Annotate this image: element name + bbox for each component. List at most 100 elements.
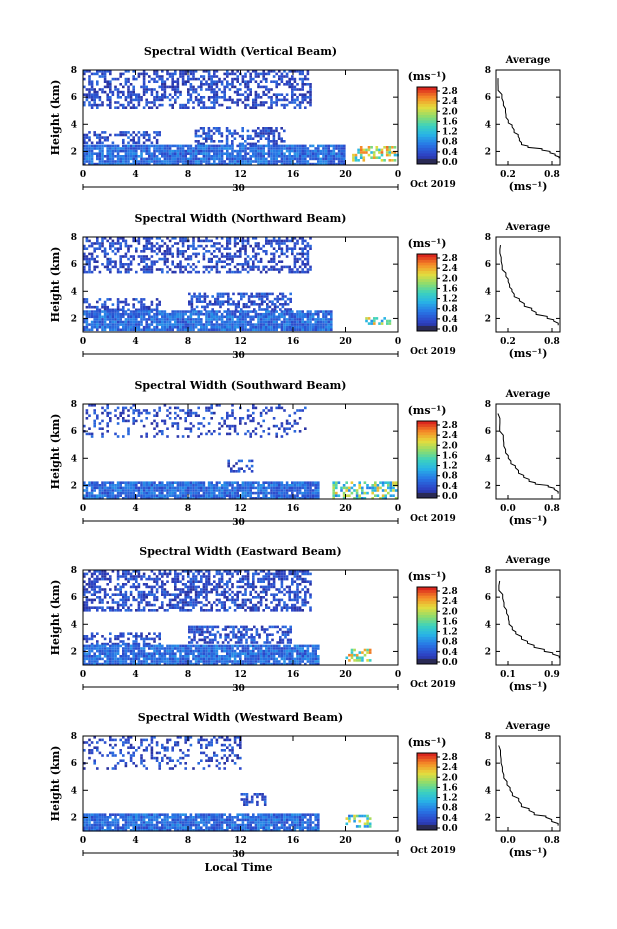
heatmap-cell <box>205 250 208 253</box>
heatmap-cell <box>223 606 226 609</box>
heatmap-cell <box>381 497 385 500</box>
heatmap-cell <box>103 252 107 256</box>
heatmap-cell <box>314 494 317 497</box>
heatmap-cell <box>252 77 255 81</box>
heatmap-cell <box>210 268 213 271</box>
heatmap-cell <box>262 75 265 78</box>
heatmap-cell <box>262 325 265 329</box>
heatmap-cell <box>296 318 299 321</box>
heatmap-cell <box>233 242 237 245</box>
heatmap-cell <box>111 242 115 245</box>
heatmap-cell <box>219 300 222 303</box>
heatmap-cell <box>103 136 107 139</box>
heatmap-cell <box>137 494 141 497</box>
heatmap-cell <box>234 303 238 306</box>
heatmap-cell <box>192 152 195 155</box>
heatmap-cell <box>233 323 237 326</box>
heatmap-cell <box>289 300 292 303</box>
heatmap-cell <box>166 162 169 166</box>
heatmap-cell <box>335 144 338 148</box>
heatmap-cell <box>194 310 198 313</box>
heatmap-cell <box>254 101 258 104</box>
heatmap-cell <box>210 323 213 326</box>
heatmap-cell <box>189 244 193 248</box>
heatmap-cell <box>98 606 102 609</box>
heatmap-cell <box>83 270 86 274</box>
heatmap-cell <box>106 486 109 490</box>
heatmap-cell <box>90 404 94 407</box>
heatmap-cell <box>119 244 122 248</box>
heatmap-cell <box>109 270 112 274</box>
heatmap-cell <box>220 83 224 86</box>
heatmap-cell <box>132 98 135 102</box>
heatmap-cell <box>127 497 130 500</box>
heatmap-cell <box>148 160 151 163</box>
heatmap-cell <box>142 141 146 145</box>
heatmap-cell <box>101 435 104 438</box>
heatmap-cell <box>85 318 89 321</box>
heatmap-cell <box>135 320 138 324</box>
heatmap-cell <box>96 141 99 145</box>
heatmap-cell <box>262 70 265 73</box>
heatmap-cell <box>127 160 130 163</box>
heatmap-cell <box>88 315 91 319</box>
heatmap-cell <box>372 156 376 159</box>
heatmap-cell <box>202 481 206 484</box>
heatmap-cell <box>90 155 94 158</box>
heatmap-cell <box>176 315 180 319</box>
heatmap-cell <box>236 325 239 329</box>
heatmap-cell <box>103 155 107 158</box>
heatmap-cell <box>155 590 159 594</box>
heatmap-cell <box>137 409 141 412</box>
heatmap-cell <box>124 298 128 301</box>
heatmap-cell <box>106 268 109 271</box>
heatmap-cell <box>119 312 122 316</box>
heatmap-cell <box>275 315 278 319</box>
heatmap-cell <box>171 162 174 166</box>
heatmap-cell <box>298 417 302 420</box>
heatmap-cell <box>241 489 245 492</box>
heatmap-cell <box>181 494 185 497</box>
heatmap-cell <box>272 247 276 250</box>
heatmap-cell <box>233 315 237 319</box>
heatmap-cell <box>280 424 284 428</box>
heatmap-cell <box>83 244 86 248</box>
heatmap-cell <box>202 583 206 586</box>
heatmap-cell <box>211 295 214 298</box>
heatmap-cell <box>88 93 91 96</box>
colorbar-tick-label: 2.0 <box>442 107 458 117</box>
heatmap-cell <box>254 310 258 313</box>
heatmap-cell <box>226 242 229 245</box>
heatmap-cell <box>270 239 273 243</box>
heatmap-cell <box>387 481 390 484</box>
average-x-tick-label: 0.8 <box>544 504 560 514</box>
heatmap-cell <box>298 409 302 412</box>
heatmap-cell <box>161 147 164 150</box>
heatmap-cell <box>124 406 128 410</box>
heatmap-cell <box>278 255 281 258</box>
heatmap-cell <box>148 162 151 166</box>
heatmap-cell <box>101 72 104 76</box>
heatmap-cell <box>314 147 317 150</box>
heatmap-cell <box>200 590 203 594</box>
heatmap-cell <box>103 303 107 306</box>
heatmap-cell <box>109 318 112 321</box>
heatmap-cell <box>158 323 161 326</box>
y-tick-label: 6 <box>71 93 77 103</box>
heatmap-cell <box>368 486 372 490</box>
heatmap-cell <box>176 265 180 269</box>
heatmap-cell <box>337 144 341 148</box>
heatmap-cell <box>343 155 346 158</box>
heatmap-cell <box>119 486 122 490</box>
heatmap-cell <box>322 318 325 321</box>
heatmap-cell <box>337 481 341 484</box>
heatmap-cell <box>150 588 154 591</box>
heatmap-cell <box>132 598 135 602</box>
heatmap-cell <box>127 598 130 602</box>
heatmap-cell <box>187 603 190 607</box>
heatmap-cell <box>262 132 265 135</box>
heatmap-cell <box>119 131 122 134</box>
heatmap-cell <box>293 481 297 484</box>
heatmap-cell <box>246 147 250 150</box>
heatmap-cell <box>124 486 128 490</box>
